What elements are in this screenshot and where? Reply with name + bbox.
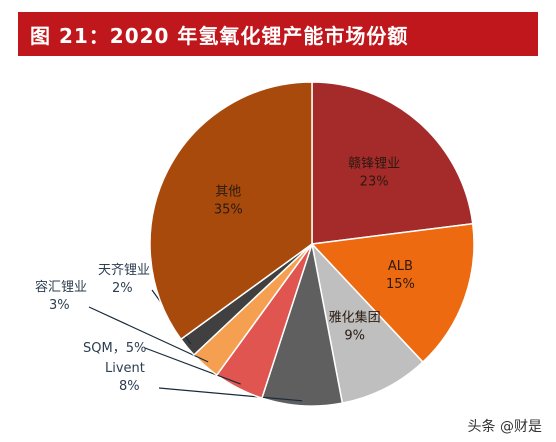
watermark: 头条 @财是 bbox=[468, 416, 542, 436]
slice-pct-4: 8% bbox=[119, 379, 140, 394]
pie-slice-2 bbox=[310, 222, 475, 364]
slice-label-4: Livent bbox=[105, 361, 145, 376]
slice-pct-6: 3% bbox=[49, 298, 70, 313]
pie-slice-3 bbox=[310, 241, 424, 405]
chart-title: 图 21：2020 年氢氧化锂产能市场份额 bbox=[18, 12, 538, 56]
slice-label-3: 雅化集团 bbox=[329, 310, 381, 326]
slice-label-7: 天齐锂业 bbox=[98, 262, 150, 278]
slice-pct-8: 35% bbox=[214, 202, 243, 217]
slice-label-2: ALB bbox=[388, 259, 413, 274]
slice-label-8: 其他 bbox=[215, 184, 241, 199]
slice-pct-2: 15% bbox=[386, 277, 415, 292]
slice-label-5: SQM，5% bbox=[83, 341, 146, 356]
pie-slice-8 bbox=[149, 81, 313, 341]
leader-line-6 bbox=[88, 306, 209, 363]
slice-pct-3: 9% bbox=[344, 329, 365, 344]
watermark-text: 头条 @财是 bbox=[467, 419, 542, 435]
slice-pct-1: 23% bbox=[360, 175, 389, 190]
leader-line-5 bbox=[144, 347, 241, 385]
pie-slice-1 bbox=[311, 81, 474, 245]
leader-line-4 bbox=[158, 387, 303, 402]
slice-label-1: 赣锋锂业 bbox=[348, 157, 400, 172]
slice-pct-7: 2% bbox=[112, 281, 133, 296]
slice-label-6: 容汇锂业 bbox=[35, 279, 87, 295]
